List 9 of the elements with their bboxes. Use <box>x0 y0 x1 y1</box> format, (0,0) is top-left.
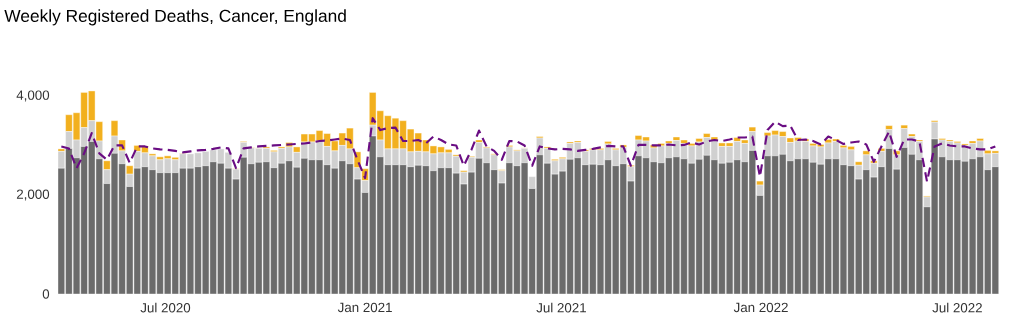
x-tick-label: Jan 2022 <box>733 302 788 313</box>
x-tick-label: Jul 2021 <box>536 302 586 313</box>
x-tick-label: Jan 2021 <box>337 302 392 313</box>
y-tick-label: 0 <box>42 289 50 299</box>
y-tick-label: 2,000 <box>16 189 50 201</box>
y-tick-label: 4,000 <box>16 90 50 102</box>
x-tick-label: Jul 2020 <box>140 302 191 313</box>
chart-title: Weekly Registered Deaths, Cancer, England <box>4 9 346 26</box>
x-tick-label: Jul 2022 <box>932 302 982 313</box>
